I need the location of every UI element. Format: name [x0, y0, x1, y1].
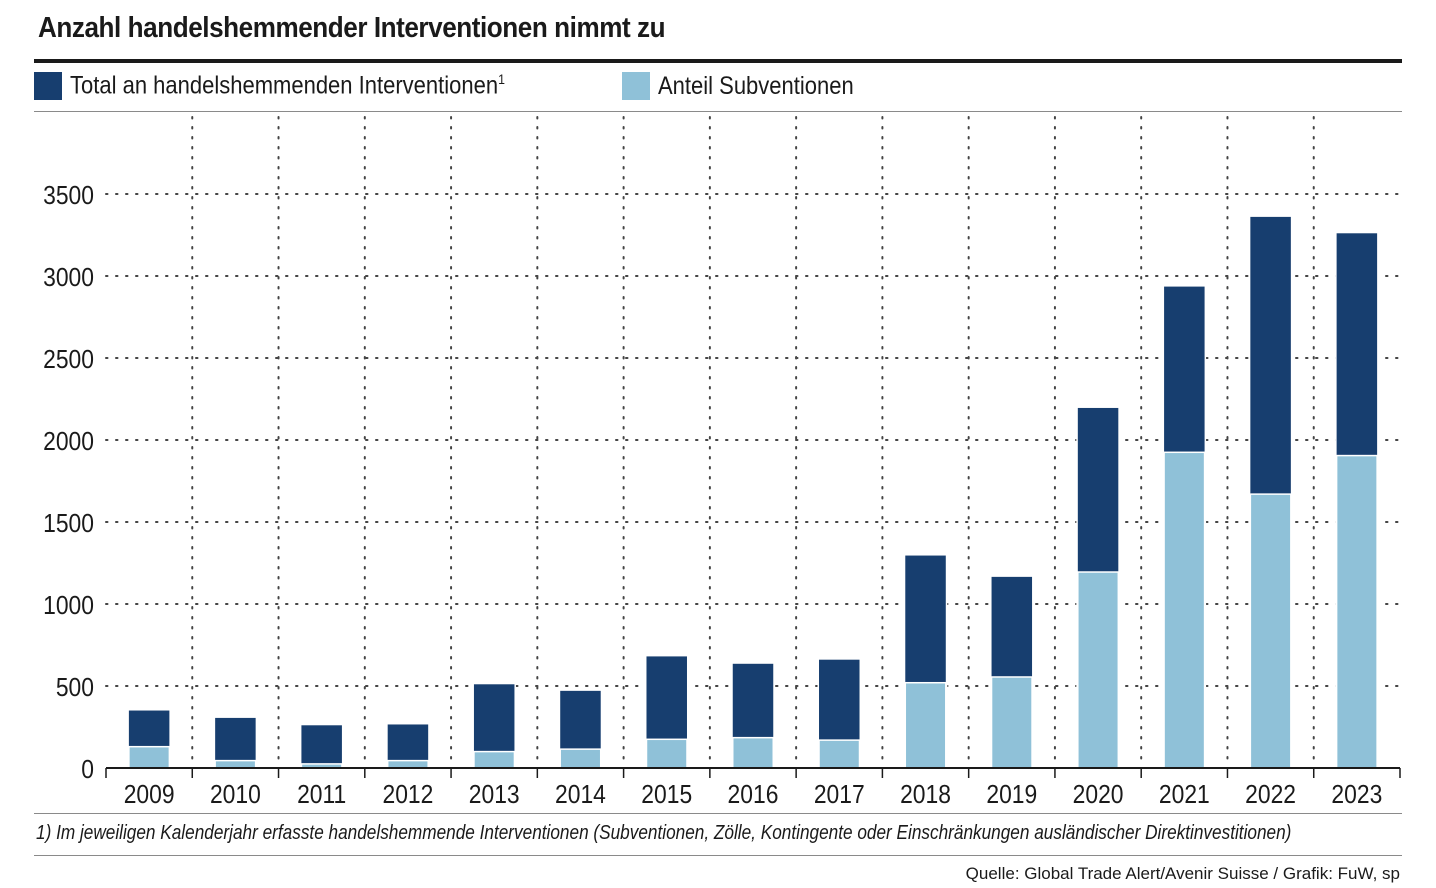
x-tick-label-2009: 2009	[124, 781, 175, 810]
x-tick-label-2011: 2011	[297, 781, 346, 810]
x-tick-label-2020: 2020	[1073, 781, 1124, 810]
x-tick-label-2019: 2019	[986, 781, 1037, 810]
x-tick-label-2018: 2018	[900, 781, 951, 810]
y-tick-label-0: 0	[81, 756, 94, 785]
x-tick-label-2022: 2022	[1245, 781, 1296, 810]
x-tick-label-2013: 2013	[469, 781, 520, 810]
x-tick-label-2014: 2014	[555, 781, 606, 810]
legend-item-subsidy: Anteil Subventionen	[622, 70, 880, 102]
bar-subsidy-2018	[904, 681, 947, 769]
x-tick-label-2021: 2021	[1159, 781, 1210, 810]
bar-subsidy-2021	[1163, 451, 1206, 769]
source-credit: Quelle: Global Trade Alert/Avenir Suisse…	[965, 864, 1400, 883]
legend-label-subsidy: Anteil Subventionen	[658, 71, 854, 100]
legend-swatch-total	[34, 72, 62, 100]
y-tick-label-2500: 2500	[43, 346, 94, 375]
x-tick-label-2012: 2012	[383, 781, 434, 810]
bar-subsidy-2020	[1077, 571, 1120, 769]
legend-rule	[34, 111, 1402, 112]
legend-label-total: Total an handelshemmenden Interventionen	[70, 71, 499, 100]
bar-subsidy-2015	[645, 738, 688, 769]
y-tick-label-500: 500	[56, 674, 94, 703]
chart-title: Anzahl handelshemmender Interventionen n…	[38, 12, 666, 44]
bar-subsidy-2022	[1249, 493, 1292, 769]
legend-footnote-marker: 1	[498, 71, 505, 88]
x-tick-label-2010: 2010	[210, 781, 261, 810]
x-tick-label-2023: 2023	[1331, 781, 1382, 810]
bar-subsidy-2009	[128, 745, 171, 769]
bar-subsidy-2016	[732, 736, 774, 769]
y-tick-label-3000: 3000	[43, 264, 94, 293]
legend-item-total: Total an handelshemmenden Interventionen…	[34, 70, 564, 102]
bar-subsidy-2012	[386, 759, 429, 769]
x-tick-label-2017: 2017	[814, 781, 865, 810]
title-rule	[34, 59, 1402, 63]
bar-subsidy-2010	[214, 759, 257, 769]
bar-subsidy-2014	[559, 748, 602, 769]
x-tick-label-2016: 2016	[728, 781, 779, 810]
y-tick-label-1000: 1000	[43, 592, 94, 621]
footnote: 1) Im jeweiligen Kalenderjahr erfasste h…	[36, 822, 1292, 844]
bar-subsidy-2013	[473, 750, 516, 769]
y-tick-label-2000: 2000	[43, 428, 94, 457]
y-tick-label-1500: 1500	[43, 510, 94, 539]
bar-subsidy-2019	[990, 676, 1033, 769]
x-tick-label-2015: 2015	[641, 781, 692, 810]
legend-swatch-subsidy	[622, 72, 650, 100]
bar-subsidy-2023	[1335, 454, 1378, 769]
bar-subsidy-2017	[818, 739, 861, 769]
footnote-rule-top	[34, 813, 1402, 814]
footnote-rule-bottom	[34, 855, 1402, 856]
y-tick-label-3500: 3500	[43, 182, 94, 211]
bar-total-2011	[299, 723, 344, 769]
